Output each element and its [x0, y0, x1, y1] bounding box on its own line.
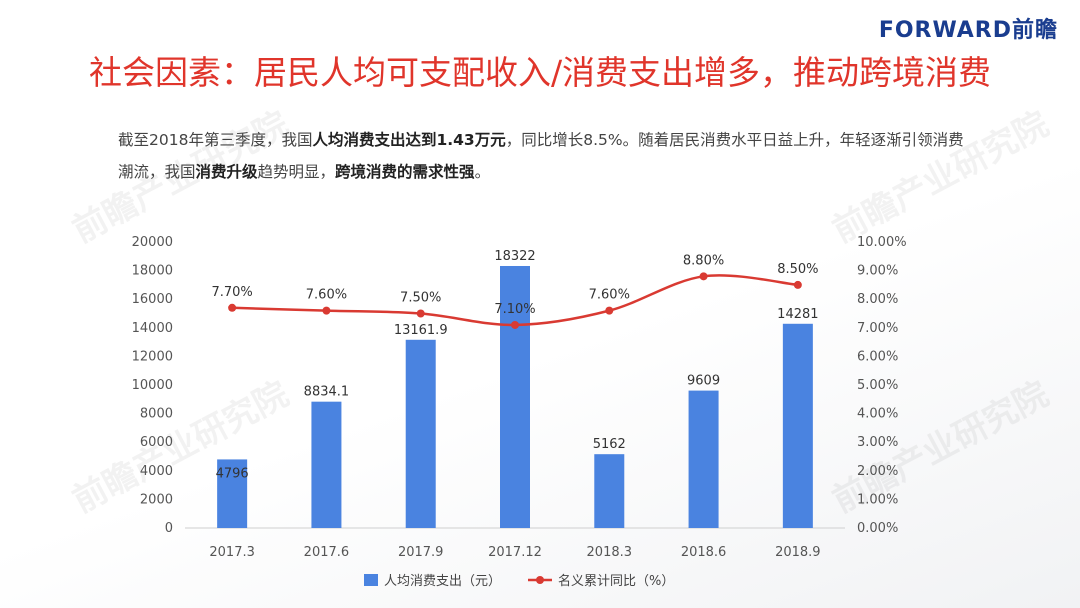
line-point	[605, 306, 614, 315]
line-point	[322, 306, 331, 315]
y-tick-label: 12000	[132, 349, 173, 364]
y2-tick-label: 3.00%	[857, 435, 898, 450]
para-highlight: 跨境消费的需求性强	[335, 163, 475, 181]
bar-data-label: 18322	[494, 249, 535, 264]
y-tick-label: 20000	[132, 235, 173, 250]
y-tick-label: 4000	[140, 464, 173, 479]
page-title: 社会因素：居民人均可支配收入/消费支出增多，推动跨境消费	[88, 53, 992, 92]
bar	[500, 265, 530, 528]
y-tick-label: 6000	[140, 435, 173, 450]
y2-tick-label: 5.00%	[857, 378, 898, 393]
line-data-label: 7.50%	[400, 291, 441, 306]
y2-tick-label: 4.00%	[857, 407, 898, 422]
x-tick-label: 2017.3	[209, 545, 255, 560]
bar-data-label: 14281	[777, 307, 818, 322]
line-data-label: 7.10%	[494, 302, 535, 317]
chart: 0 2000 4000 6000 8000 10000 12000 14000 16000 180…	[132, 235, 907, 589]
legend-bar-swatch	[364, 574, 378, 586]
bar	[594, 454, 625, 528]
bar-data-label: 5162	[593, 437, 626, 452]
para-text: 。	[474, 163, 491, 181]
y-tick-label: 0	[165, 521, 173, 536]
line-data-label: 8.50%	[777, 262, 818, 277]
y-tick-label: 16000	[132, 292, 173, 307]
line-data-label: 7.70%	[211, 285, 252, 300]
bar	[405, 339, 436, 528]
legend-line-label: 名义累计同比（%）	[558, 573, 674, 589]
para-text: 截至2018年第三季度，我国	[118, 131, 313, 149]
bar	[688, 390, 719, 528]
legend-line-marker	[536, 576, 544, 584]
line-point	[416, 309, 425, 318]
y2-tick-label: 9.00%	[857, 264, 898, 279]
y2-tick-label: 10.00%	[857, 235, 907, 250]
bar	[782, 323, 813, 528]
x-tick-label: 2018.9	[775, 545, 821, 560]
bar-data-label: 9609	[687, 374, 720, 389]
y2-tick-label: 0.00%	[857, 521, 898, 536]
para-text: 趋势明显，	[257, 163, 336, 181]
y-tick-label: 14000	[132, 321, 173, 336]
bar-data-label: 13161.9	[394, 323, 448, 338]
y-tick-label: 18000	[132, 264, 173, 279]
legend-bar-label: 人均消费支出（元）	[384, 574, 501, 589]
y2-tick-label: 8.00%	[857, 292, 898, 307]
x-tick-label: 2017.6	[304, 545, 350, 560]
y-tick-label: 10000	[132, 378, 173, 393]
summary-paragraph: 截至2018年第三季度，我国人均消费支出达到1.43万元，同比增长8.5%。随着…	[118, 124, 978, 188]
line-data-label: 7.60%	[306, 288, 347, 303]
y2-tick-label: 2.00%	[857, 464, 898, 479]
y2-tick-label: 6.00%	[857, 349, 898, 364]
x-tick-label: 2018.6	[681, 545, 727, 560]
x-tick-label: 2017.9	[398, 545, 444, 560]
line-point	[228, 303, 237, 312]
para-highlight: 人均消费支出达到1.43万元	[312, 131, 506, 149]
bar-data-label: 8834.1	[304, 385, 350, 400]
x-tick-label: 2018.3	[587, 545, 633, 560]
bar	[217, 459, 248, 528]
line-point	[511, 320, 519, 329]
brand-logo: FORWARD前瞻	[878, 18, 1058, 43]
line-point	[699, 272, 708, 281]
y-tick-label: 2000	[140, 492, 173, 507]
y2-tick-label: 7.00%	[857, 321, 898, 336]
x-tick-label: 2017.12	[488, 545, 542, 560]
para-highlight: 消费升级	[195, 163, 258, 181]
line-point	[793, 280, 802, 289]
line-data-label: 7.60%	[589, 288, 630, 303]
y2-tick-label: 1.00%	[857, 492, 898, 507]
bar	[311, 401, 342, 528]
y-tick-label: 8000	[140, 407, 173, 422]
para-text: ，同比增长8.5%。随着居民消费水平日益上升，年轻逐渐引领消费潮流，我国	[118, 131, 964, 181]
line-data-label: 8.80%	[683, 253, 724, 268]
bar-data-label: 4796	[216, 466, 249, 481]
